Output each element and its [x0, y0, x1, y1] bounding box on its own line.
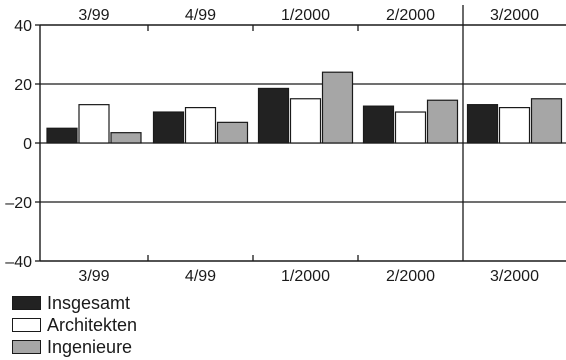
y-axis: 40 20 0 –20 –40	[5, 18, 40, 271]
x-label-top-3-2000: 3/2000	[490, 7, 539, 24]
bar-architekten-2-2000	[394, 111, 427, 144]
bar-ingenieure-2-2000	[426, 99, 459, 144]
x-label-top-1-2000: 1/2000	[281, 7, 330, 24]
bar-architekten-3-2000	[498, 106, 531, 144]
plot-frame	[39, 5, 566, 262]
bar-architekten-4-99	[184, 106, 217, 144]
legend-item-ingenieure: Ingenieure	[12, 336, 137, 358]
bar-ingenieure-4-99	[216, 121, 249, 144]
y-tick-label: –20	[5, 195, 32, 212]
x-label-bottom-1-2000: 1/2000	[281, 268, 330, 285]
bar-ingenieure-3-2000	[530, 98, 563, 144]
x-label-top-3-99: 3/99	[78, 7, 109, 24]
legend-swatch-ingenieure	[12, 340, 41, 354]
bar-insgesamt-1-2000	[257, 87, 290, 144]
bar-architekten-1-2000	[289, 98, 322, 144]
bar-ingenieure-1-2000	[321, 71, 354, 144]
bar-chart: 40 20 0 –20 –40 3/99 3/99 4/99 4/99 1/2000 1/2000…	[5, 5, 566, 285]
bar-group	[46, 71, 563, 144]
legend-label-ingenieure: Ingenieure	[47, 337, 133, 357]
legend-item-architekten: Architekten	[12, 314, 137, 336]
legend-item-insgesamt: Insgesamt	[12, 292, 137, 314]
bar-insgesamt-3-2000	[466, 104, 499, 144]
bar-architekten-3-99	[78, 104, 110, 144]
legend-label-insgesamt: Insgesamt	[47, 293, 131, 313]
x-label-bottom-3-2000: 3/2000	[490, 268, 539, 285]
x-label-top-2-2000: 2/2000	[386, 7, 435, 24]
legend-swatch-insgesamt	[12, 296, 41, 310]
y-tick-label: 40	[14, 18, 32, 35]
legend-swatch-architekten	[12, 318, 41, 332]
x-label-bottom-2-2000: 2/2000	[386, 268, 435, 285]
x-label-top-4-99: 4/99	[185, 7, 216, 24]
bar-insgesamt-2-2000	[362, 105, 395, 144]
legend-label-architekten: Architekten	[47, 315, 138, 335]
legend: Insgesamt Architekten Ingenieure	[12, 292, 137, 358]
x-label-bottom-4-99: 4/99	[185, 268, 216, 285]
bar-insgesamt-4-99	[152, 111, 185, 144]
x-label-bottom-3-99: 3/99	[78, 268, 109, 285]
bar-insgesamt-3-99	[46, 127, 78, 144]
y-tick-label: –40	[5, 254, 32, 271]
y-tick-label: 0	[23, 136, 32, 153]
x-axis-labels: 3/99 3/99 4/99 4/99 1/2000 1/2000 2/2000 2/2000…	[78, 7, 539, 285]
y-tick-label: 20	[14, 77, 32, 94]
bar-ingenieure-3-99	[110, 132, 142, 144]
